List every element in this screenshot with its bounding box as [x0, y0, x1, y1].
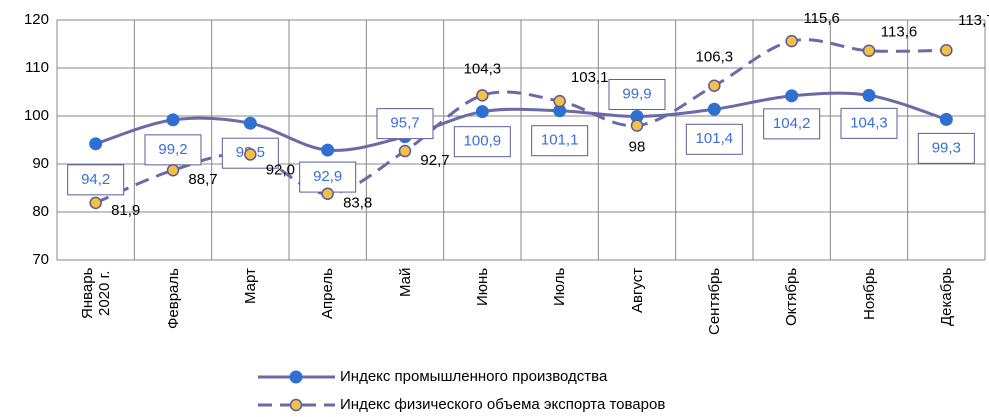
marker: [707, 102, 721, 116]
marker: [89, 196, 102, 210]
marker: [862, 88, 876, 102]
data-label: 101,1: [541, 132, 579, 149]
data-label: 94,2: [81, 171, 110, 188]
x-tick-label: Апрель: [319, 268, 337, 319]
x-tick-label: Январь 2020 г.: [78, 267, 113, 319]
y-tick-label: 70: [32, 251, 49, 268]
data-label: 104,2: [773, 115, 811, 132]
y-tick-label: 90: [32, 155, 49, 172]
marker: [939, 112, 953, 126]
y-tick-label: 100: [24, 107, 49, 124]
x-tick-label: Декабрь: [937, 267, 955, 326]
x-tick-label: Июнь: [473, 267, 491, 306]
marker: [630, 119, 644, 132]
data-label: 104,3: [464, 60, 502, 77]
marker: [940, 43, 953, 57]
marker: [166, 163, 180, 177]
legend-label: Индекс промышленного производства: [340, 368, 608, 385]
marker: [244, 148, 257, 161]
marker: [708, 79, 721, 93]
data-label: 92,0: [266, 161, 295, 178]
label-box: [685, 123, 743, 155]
x-tick-label: Май: [396, 267, 414, 297]
legend-marker: [289, 398, 303, 412]
marker: [476, 89, 489, 102]
x-tick-label: Март: [241, 268, 259, 304]
label-box: [299, 161, 357, 193]
data-label: 115,6: [803, 10, 839, 27]
y-tick-label: 80: [32, 203, 49, 220]
label-box: [144, 134, 202, 166]
data-label: 99,2: [158, 141, 187, 158]
data-label: 95,7: [390, 115, 419, 132]
label-box: [376, 108, 434, 140]
data-label: 81,9: [111, 202, 140, 219]
marker: [321, 143, 335, 157]
marker: [553, 94, 566, 108]
label-box: [840, 107, 898, 139]
data-label: 99,3: [932, 139, 961, 156]
data-label: 106,3: [696, 49, 734, 66]
marker: [785, 89, 799, 103]
marker: [243, 116, 257, 130]
marker: [553, 104, 567, 118]
data-label: 92,9: [313, 168, 342, 185]
data-label: 88,7: [188, 171, 217, 188]
data-label: 101,4: [696, 130, 734, 147]
marker: [785, 34, 798, 48]
marker: [166, 113, 180, 127]
marker: [89, 137, 103, 151]
data-label: 113,6: [881, 24, 917, 41]
label-box: [608, 78, 666, 110]
x-tick-label: Октябрь: [783, 267, 801, 326]
x-tick-label: Февраль: [164, 268, 182, 329]
x-tick-label: Сентябрь: [705, 267, 723, 335]
marker: [862, 44, 876, 57]
x-tick-label: Август: [628, 267, 646, 313]
marker: [630, 109, 644, 123]
data-label: 104,3: [850, 114, 888, 131]
marker: [398, 144, 412, 158]
label-box: [763, 108, 821, 140]
data-label: 100,9: [464, 133, 502, 150]
legend-label: Индекс физического объема экспорта товар…: [340, 396, 665, 413]
data-label: 83,8: [343, 195, 372, 212]
label-box: [453, 126, 511, 158]
label-box: [67, 164, 125, 196]
label-box: [917, 132, 975, 164]
marker: [321, 187, 334, 201]
x-tick-label: Июль: [551, 267, 569, 306]
series-line: [95, 91, 947, 152]
y-tick-label: 110: [25, 59, 49, 76]
y-tick-label: 120: [24, 11, 49, 28]
data-label: 99,9: [622, 85, 651, 102]
data-label: 98: [629, 139, 646, 156]
legend-marker: [289, 370, 303, 384]
data-label: 92,7: [420, 152, 449, 169]
marker: [475, 105, 489, 119]
x-tick-label: Ноябрь: [860, 267, 878, 320]
data-label: 113,7: [958, 12, 989, 29]
data-label: 103,1: [571, 69, 609, 86]
label-box: [531, 125, 589, 157]
